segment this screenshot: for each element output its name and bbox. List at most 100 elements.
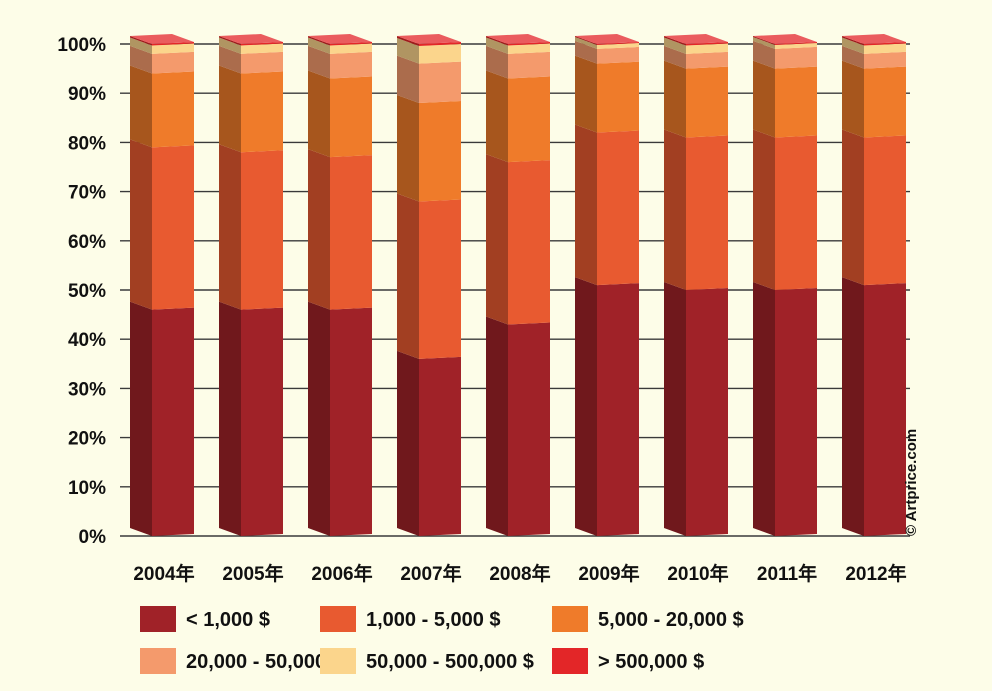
bar-segment <box>308 37 372 54</box>
bar-segment <box>486 70 550 163</box>
bar-segment <box>753 129 817 290</box>
y-tick-label: 30% <box>68 379 106 400</box>
bar-segment <box>219 301 283 536</box>
bar-segment-side <box>486 316 508 536</box>
bar-segment <box>575 34 639 45</box>
bar-segment-front <box>508 322 550 536</box>
bar-segment-side <box>219 45 241 74</box>
bar-segment <box>308 301 372 536</box>
bar-segment-side <box>397 95 419 202</box>
bar-segment-side <box>308 45 330 79</box>
bar-segment-side <box>575 277 597 536</box>
bar-segment <box>130 301 194 536</box>
bar-segment-side <box>664 45 686 69</box>
bar-stack <box>397 34 461 536</box>
bar-segment-side <box>664 36 686 46</box>
bar-segment-front <box>686 288 728 536</box>
y-tick-label: 20% <box>68 429 106 450</box>
bar-segment-side <box>130 139 152 310</box>
bar-top-cap <box>664 34 728 44</box>
bar-segment-front <box>508 43 550 54</box>
bar-segment-front <box>775 46 817 69</box>
x-axis-category-labels: 2004年 2005年 2006年 2007年 2008年 2009年 2010年 2011年… <box>133 562 906 585</box>
bar-segment-front <box>864 135 906 286</box>
bar-segment-side <box>486 45 508 79</box>
bar-segment <box>753 36 817 49</box>
bar-segment-front <box>419 42 461 46</box>
y-tick-label: 10% <box>68 478 106 499</box>
legend-item: 20,000 - 50,000 $ <box>140 648 343 674</box>
bar-segment-front <box>686 43 728 54</box>
bar-segment <box>753 282 817 536</box>
bar-segment-front <box>775 288 817 536</box>
bar-top-cap <box>486 34 550 44</box>
bar-segment <box>130 45 194 74</box>
bar-segment <box>664 129 728 290</box>
bar-segment-front <box>775 135 817 290</box>
bar-segment-front <box>508 76 550 163</box>
y-tick-label: 0% <box>79 527 107 548</box>
bar-segment-front <box>419 356 461 536</box>
bar-segment <box>664 34 728 46</box>
bar-stack <box>753 34 817 536</box>
bar-segment-side <box>575 36 597 45</box>
bar-segment <box>486 37 550 54</box>
bar-segment <box>486 45 550 79</box>
bar-segment-side <box>130 65 152 148</box>
bar-segment-side <box>397 55 419 104</box>
bar-top-cap <box>842 34 906 44</box>
bar-segment-front <box>686 135 728 290</box>
bar-segment-front <box>597 46 639 64</box>
bar-segment-side <box>130 45 152 74</box>
bar-segment-front <box>152 71 194 148</box>
bar-segment-side <box>486 36 508 46</box>
x-category-label: 2004年 <box>133 562 194 585</box>
bar-top-cap <box>130 34 194 44</box>
bar-segment-side <box>397 36 419 46</box>
bar-segment <box>575 55 639 133</box>
bar-stack <box>664 34 728 536</box>
bar-top-cap <box>219 34 283 44</box>
bar-segment-side <box>397 350 419 536</box>
legend: < 1,000 $ 1,000 - 5,000 $ 5,000 - 20,000 $… <box>140 606 744 674</box>
bar-segment-front <box>508 160 550 325</box>
x-category-label: 2007年 <box>400 562 461 585</box>
bar-stack <box>575 34 639 536</box>
bar-segment-front <box>864 51 906 69</box>
bar-segment-side <box>753 36 775 45</box>
bar-segment-side <box>842 60 864 138</box>
bar-segment-side <box>842 129 864 286</box>
bar-segment-front <box>330 51 372 79</box>
bar-segment <box>486 34 550 46</box>
legend-swatch <box>552 648 588 674</box>
bar-segment-side <box>219 36 241 46</box>
bar-segment <box>842 129 906 286</box>
bar-segment-front <box>597 130 639 286</box>
bar-segment-front <box>686 51 728 69</box>
bar-segment <box>219 37 283 54</box>
bar-segment <box>575 277 639 536</box>
y-axis-tick-labels: 0% 10% 20% 30% 40% 50% 60% 70% 80% 90% 100% <box>57 35 106 548</box>
legend-label: < 1,000 $ <box>186 609 270 631</box>
bar-segment-front <box>241 51 283 74</box>
bar-segment-front <box>864 43 906 54</box>
bar-segment-front <box>152 145 194 310</box>
x-category-label: 2008年 <box>489 562 550 585</box>
bar-segment-front <box>775 42 817 45</box>
bar-segment-front <box>330 76 372 158</box>
bar-segment <box>664 282 728 536</box>
legend-item: 50,000 - 500,000 $ <box>320 648 534 674</box>
bar-segment <box>397 95 461 202</box>
bar-segment-side <box>575 40 597 64</box>
bar-segment-side <box>219 301 241 536</box>
bar-segment <box>219 65 283 153</box>
legend-label: 20,000 - 50,000 $ <box>186 651 343 673</box>
bar-segment-front <box>597 42 639 49</box>
bar-top-cap <box>753 34 817 44</box>
bar-segment-side <box>842 45 864 69</box>
bar-segment <box>219 45 283 74</box>
legend-swatch <box>140 648 176 674</box>
bars <box>130 34 906 536</box>
bar-segment-front <box>864 42 906 46</box>
legend-item: 5,000 - 20,000 $ <box>552 606 744 632</box>
